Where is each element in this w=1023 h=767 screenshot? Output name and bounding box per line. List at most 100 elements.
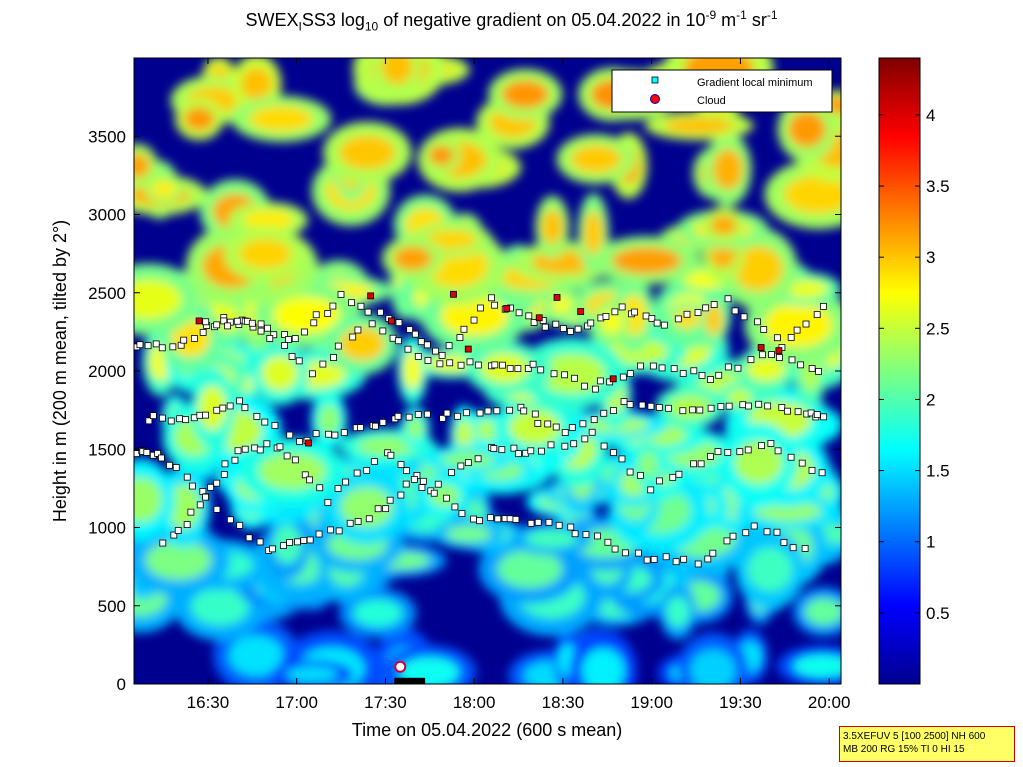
cloud-point — [387, 317, 395, 325]
gradient-minimum-point — [404, 345, 412, 353]
gradient-minimum-point — [354, 326, 362, 334]
gradient-minimum-point — [780, 539, 788, 546]
gradient-minimum-point — [417, 338, 425, 346]
cloud-base-point — [419, 677, 426, 684]
gradient-minimum-point — [689, 406, 697, 414]
field-region-core — [446, 525, 492, 543]
gradient-minimum-point — [725, 402, 733, 410]
gradient-minimum-point — [801, 545, 809, 552]
x-axis-label: Time on 05.04.2022 (600 s mean) — [352, 720, 623, 740]
gradient-minimum-point — [411, 330, 419, 338]
gradient-minimum-point — [760, 326, 768, 333]
field-region-core — [583, 211, 604, 256]
gradient-minimum-point — [774, 447, 782, 455]
x-tick-label: 20:00 — [808, 693, 851, 712]
gradient-minimum-point — [778, 404, 786, 411]
gradient-minimum-point — [618, 303, 626, 311]
x-tick-label: 18:00 — [453, 693, 496, 712]
gradient-minimum-point — [672, 558, 680, 566]
gradient-minimum-point — [220, 470, 228, 478]
gradient-minimum-point — [136, 341, 144, 349]
gradient-minimum-point — [643, 556, 651, 564]
field-region-core — [183, 107, 215, 131]
gradient-minimum-point — [512, 516, 520, 523]
gradient-minimum-point — [647, 486, 655, 494]
gradient-minimum-point — [567, 523, 575, 531]
gradient-minimum-point — [655, 477, 663, 485]
gradient-minimum-point — [736, 448, 744, 456]
gradient-minimum-point — [550, 370, 558, 378]
gradient-minimum-point — [484, 407, 492, 415]
gradient-minimum-point — [590, 416, 598, 424]
gradient-minimum-point — [154, 450, 161, 457]
gradient-minimum-point — [387, 451, 395, 459]
gradient-minimum-point — [312, 430, 320, 438]
gradient-minimum-point — [579, 420, 587, 428]
x-axis: 16:30 17:00 17:30 18:00 18:30 19:00 19:30 20:00 — [187, 58, 851, 712]
gradient-minimum-point — [707, 404, 715, 412]
gradient-minimum-point — [734, 364, 742, 372]
gradient-minimum-point — [363, 466, 371, 474]
colorbar-tick-label: 2 — [926, 390, 935, 409]
field-region-core — [249, 106, 314, 132]
field-region-core — [612, 246, 682, 275]
gradient-minimum-point — [364, 308, 372, 316]
gradient-minimum-point — [819, 302, 827, 310]
gradient-minimum-point — [527, 519, 535, 527]
cloud-point — [775, 347, 783, 355]
gradient-minimum-point — [679, 370, 687, 377]
gradient-minimum-point — [365, 515, 373, 523]
gradient-minimum-point — [571, 530, 579, 538]
gradient-minimum-point — [534, 518, 542, 526]
cloud-point — [535, 314, 543, 322]
gradient-minimum-point — [538, 447, 545, 455]
gradient-minimum-point — [690, 367, 698, 375]
cloud-point — [757, 344, 765, 351]
gradient-minimum-point — [498, 446, 506, 454]
gradient-minimum-point — [306, 476, 313, 484]
field-region-core — [240, 67, 273, 101]
gradient-minimum-point — [561, 429, 569, 436]
gradient-minimum-point — [683, 310, 691, 318]
legend-cloud-marker — [650, 94, 660, 104]
gradient-minimum-point — [476, 517, 483, 525]
field-region-core — [198, 385, 227, 431]
gradient-minimum-point — [669, 473, 677, 481]
gradient-minimum-point — [288, 353, 296, 360]
gradient-minimum-point — [315, 530, 323, 538]
field-region-core — [704, 303, 724, 336]
gradient-minimum-point — [637, 471, 644, 479]
gradient-minimum-point — [434, 480, 442, 488]
field-region-core — [793, 654, 841, 678]
gradient-minimum-point — [647, 402, 655, 410]
gradient-minimum-point — [410, 476, 418, 483]
colorbar-tick-label: 0.5 — [926, 604, 950, 623]
gradient-minimum-point — [276, 443, 284, 451]
gradient-minimum-point — [354, 518, 362, 525]
gradient-minimum-point — [537, 366, 545, 374]
gradient-minimum-point — [755, 400, 763, 408]
gradient-minimum-point — [300, 328, 308, 336]
colorbar-tick-label: 4 — [926, 106, 935, 125]
gradient-minimum-point — [621, 549, 629, 557]
gradient-minimum-point — [286, 539, 293, 546]
gradient-minimum-point — [329, 302, 337, 310]
x-tick-label: 19:30 — [719, 693, 762, 712]
gradient-minimum-point — [283, 452, 291, 460]
gradient-minimum-point — [379, 327, 387, 335]
gradient-minimum-point — [202, 493, 209, 501]
heatmap-bands — [134, 58, 841, 684]
gradient-minimum-point — [145, 417, 153, 425]
gradient-minimum-point — [634, 549, 642, 557]
gradient-minimum-point — [443, 409, 451, 417]
gradient-minimum-point — [698, 371, 706, 379]
gradient-minimum-point — [169, 343, 177, 351]
field-region-core — [272, 296, 340, 334]
gradient-minimum-point — [476, 409, 484, 417]
gradient-minimum-point — [213, 505, 221, 513]
gradient-minimum-point — [784, 407, 791, 415]
cloud-point — [577, 308, 585, 315]
gradient-minimum-point — [144, 342, 152, 350]
gradient-minimum-point — [702, 304, 710, 312]
